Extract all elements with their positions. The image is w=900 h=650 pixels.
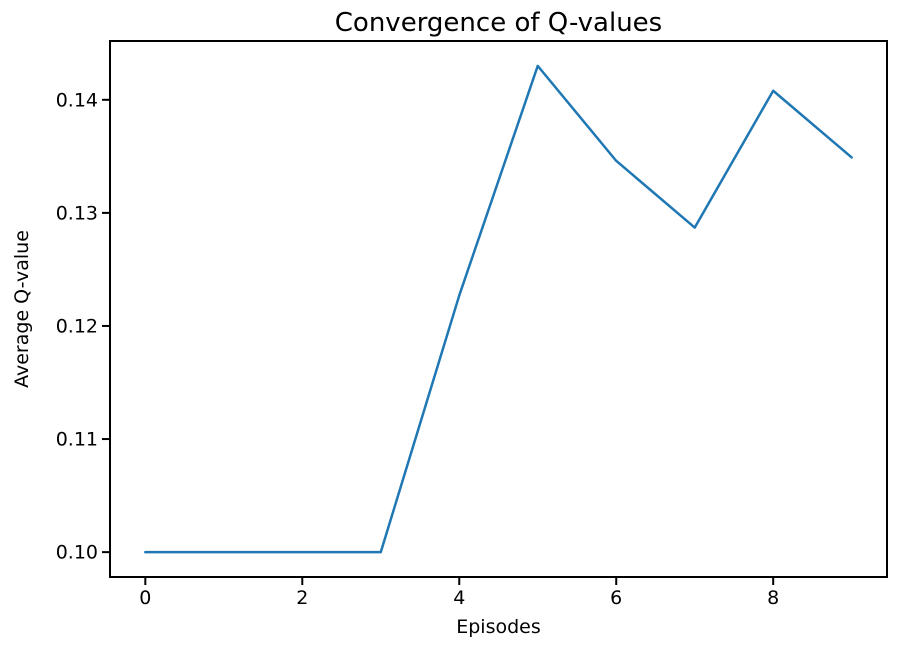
x-tick-label: 2 — [296, 587, 308, 609]
y-tick-label: 0.14 — [56, 89, 98, 111]
q-value-line — [144, 64, 853, 554]
x-tick-label: 0 — [139, 587, 151, 609]
x-tick-label: 4 — [453, 587, 465, 609]
y-tick-label: 0.10 — [56, 542, 98, 564]
line-layer — [144, 64, 853, 554]
y-tick-label: 0.13 — [56, 202, 98, 224]
y-tick-label: 0.11 — [56, 429, 98, 451]
plot-spines — [109, 40, 888, 578]
x-tick-label: 6 — [610, 587, 622, 609]
y-axis-label: Average Q-value — [11, 230, 33, 388]
axes-layer: 0 2 4 6 8 0.10 0.11 0.12 0.13 0.14 — [56, 40, 888, 609]
x-axis-label: Episodes — [456, 616, 541, 638]
x-tick-label: 8 — [767, 587, 779, 609]
chart-title: Convergence of Q-values — [335, 8, 662, 38]
y-tick-label: 0.12 — [56, 315, 98, 337]
